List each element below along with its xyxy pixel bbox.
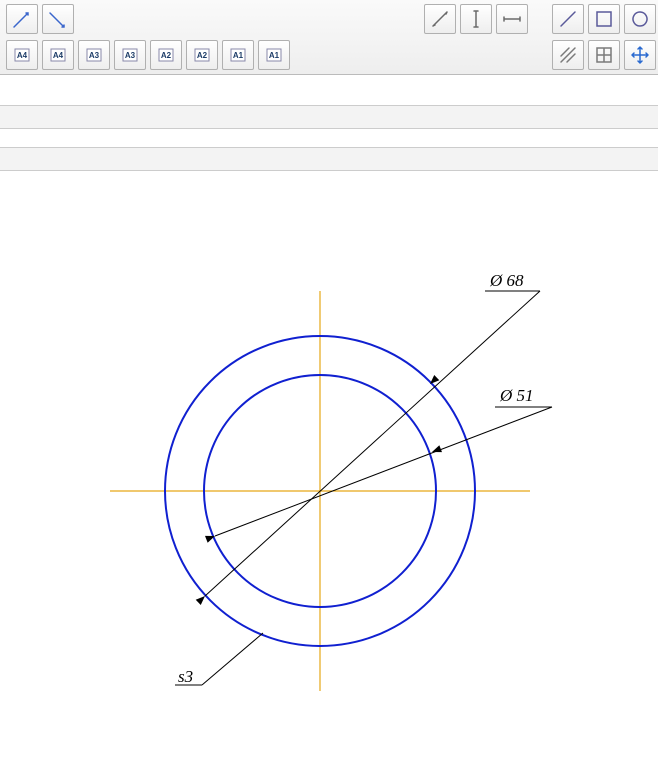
toolbar-group-1: A4A4A3A3A2A2A1A1 <box>6 4 290 70</box>
toolbar-group-2 <box>424 4 528 70</box>
thickness-label: s3 <box>178 667 193 687</box>
paper-size-a4-1[interactable]: A4 <box>42 40 74 70</box>
paper-size-a2-5[interactable]: A2 <box>186 40 218 70</box>
paper-size-a2-4[interactable]: A2 <box>150 40 182 70</box>
toolbar: A4A4A3A3A2A2A1A1 <box>0 0 658 75</box>
tool-line-down[interactable] <box>42 4 74 34</box>
dim-inner-arrow2 <box>432 445 442 452</box>
paper-size-a1-6[interactable]: A1 <box>222 40 254 70</box>
tool-move[interactable] <box>624 40 656 70</box>
toolbar-group-3 <box>552 4 658 70</box>
drawing-canvas[interactable]: Ø 68 Ø 51 s3 <box>0 201 658 771</box>
tool-line[interactable] <box>552 4 584 34</box>
dim-outer-line <box>205 291 540 596</box>
diameter-label-inner: Ø 51 <box>500 386 534 406</box>
tool-line-up[interactable] <box>6 4 38 34</box>
thickness-leader <box>202 633 263 685</box>
tool-grid[interactable] <box>588 40 620 70</box>
diameter-label-outer: Ø 68 <box>490 271 524 291</box>
tool-hatch[interactable] <box>552 40 584 70</box>
dim-outer-arrow2 <box>430 375 439 384</box>
tool-circle[interactable] <box>624 4 656 34</box>
paper-size-a4-0[interactable]: A4 <box>6 40 38 70</box>
tool-dim-diag[interactable] <box>424 4 456 34</box>
separator-strip-1 <box>0 105 658 129</box>
paper-size-a1-7[interactable]: A1 <box>258 40 290 70</box>
tool-dim-vert[interactable] <box>460 4 492 34</box>
separator-strip-2 <box>0 147 658 171</box>
paper-size-a3-3[interactable]: A3 <box>114 40 146 70</box>
tool-rect[interactable] <box>588 4 620 34</box>
dim-inner-line <box>215 407 552 536</box>
tool-dim-horiz[interactable] <box>496 4 528 34</box>
dim-outer-arrow1 <box>196 596 205 605</box>
paper-size-a3-2[interactable]: A3 <box>78 40 110 70</box>
